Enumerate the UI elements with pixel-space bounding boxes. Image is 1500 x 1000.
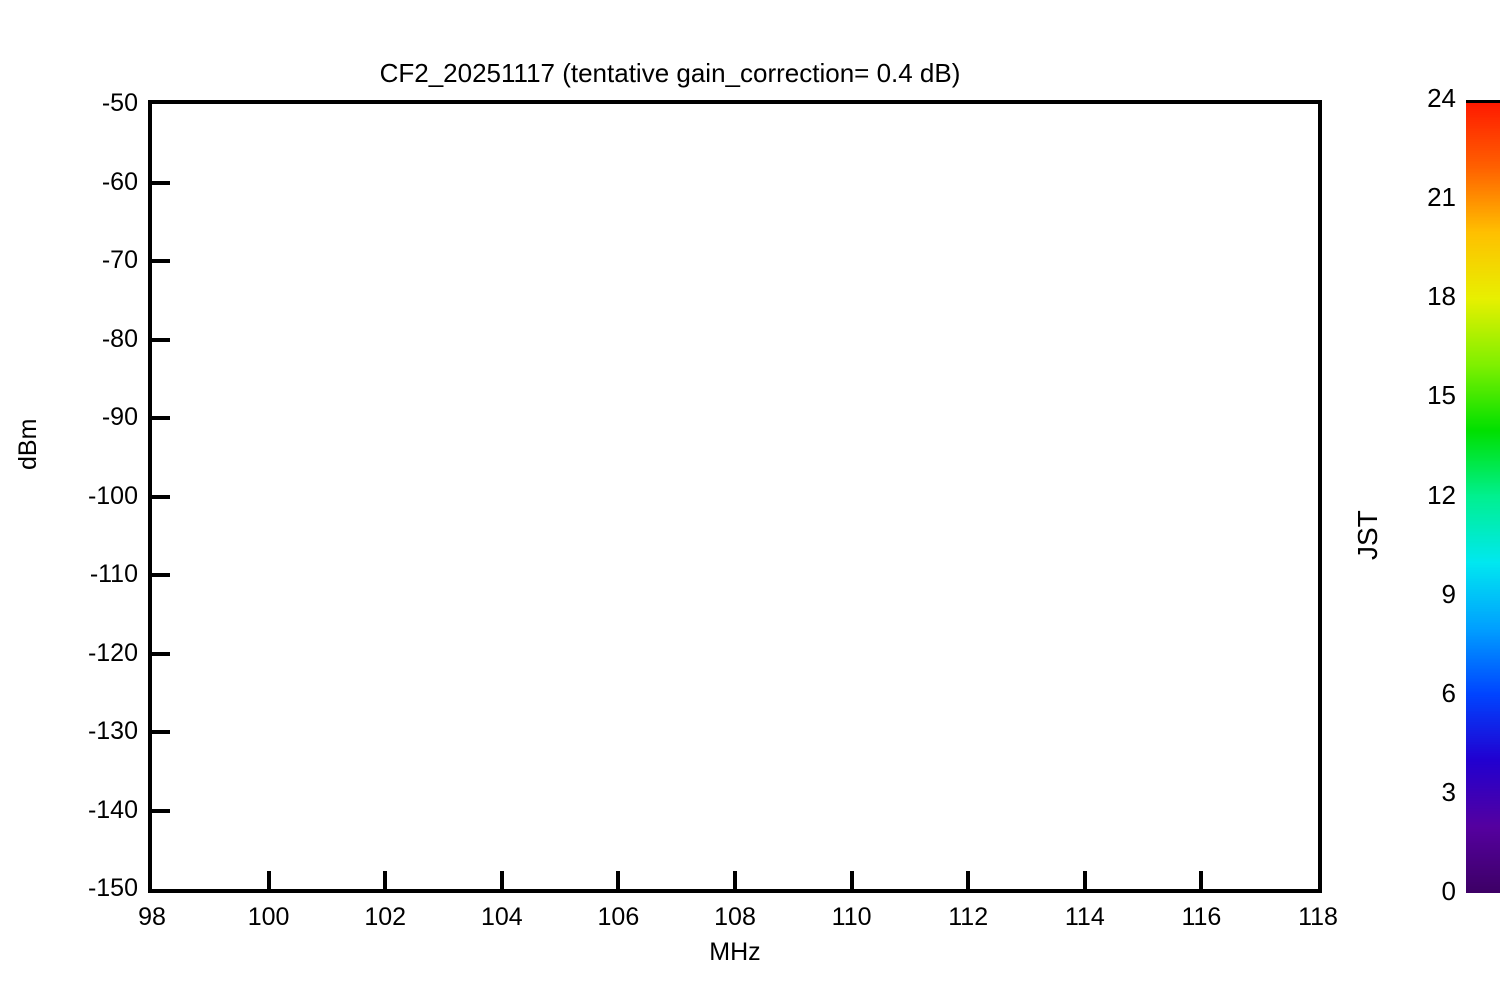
y-tick-mark: [148, 494, 170, 499]
x-tick-mark: [499, 871, 504, 893]
y-tick-mark: [148, 573, 170, 577]
y-tick-mark: [148, 337, 170, 342]
y-tick-mark: [148, 259, 170, 263]
x-axis-label: MHz: [709, 938, 761, 966]
y-tick-mark: [148, 808, 170, 813]
colorbar-frame: [1466, 100, 1500, 893]
x-tick-mark: [733, 871, 737, 893]
y-tick-mark: [148, 651, 170, 656]
y-tick-mark: [148, 730, 170, 734]
x-tick-mark: [616, 871, 621, 893]
y-tick-mark: [148, 416, 170, 420]
y-tick-mark: [148, 180, 170, 185]
chart-title: CF2_20251117 (tentative gain_correction=…: [379, 58, 961, 88]
x-tick-mark: [1199, 871, 1204, 893]
colorbar-label: JST: [1352, 510, 1383, 560]
x-tick-mark: [383, 871, 388, 893]
x-tick-mark: [1082, 871, 1087, 893]
x-tick-mark: [966, 871, 971, 893]
plot-axes-frame: [148, 100, 1322, 893]
x-tick-mark: [849, 871, 854, 893]
x-tick-mark: [266, 871, 271, 893]
colorbar-gradient: [1466, 100, 1500, 893]
y-axis-label: dBm: [14, 418, 42, 470]
